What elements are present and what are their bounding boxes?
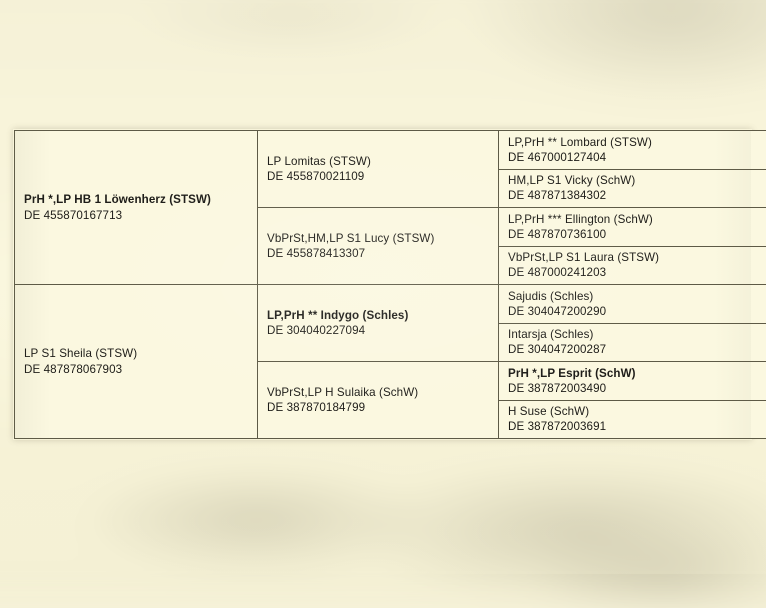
pedigree-name: LP S1 Sheila (STSW) — [24, 346, 257, 361]
pedigree-id: DE 387872003490 — [508, 381, 766, 396]
pedigree-cell-gen3-6: PrH *,LP Esprit (SchW) DE 387872003490 — [499, 362, 766, 401]
pedigree-name: VbPrSt,LP H Sulaika (SchW) — [267, 385, 498, 400]
pedigree-id: DE 304047200290 — [508, 304, 766, 319]
pedigree-name: HM,LP S1 Vicky (SchW) — [508, 173, 766, 188]
pedigree-name: LP,PrH ** Indygo (Schles) — [267, 308, 498, 323]
pedigree-id: DE 487871384302 — [508, 188, 766, 203]
pedigree-id: DE 487000241203 — [508, 265, 766, 280]
pedigree-cell-gen2-1: VbPrSt,HM,LP S1 Lucy (STSW) DE 455878413… — [258, 208, 499, 285]
pedigree-id: DE 387872003691 — [508, 419, 766, 434]
pedigree-cell-gen2-2: LP,PrH ** Indygo (Schles) DE 30404022709… — [258, 285, 499, 362]
pedigree-cell-gen2-0: LP Lomitas (STSW) DE 455870021109 — [258, 131, 499, 208]
pedigree-name: Intarsja (Schles) — [508, 327, 766, 342]
pedigree-id: DE 467000127404 — [508, 150, 766, 165]
table-row: PrH *,LP HB 1 Löwenherz (STSW) DE 455870… — [15, 131, 766, 170]
pedigree-cell-gen3-2: LP,PrH *** Ellington (SchW) DE 487870736… — [499, 208, 766, 247]
pedigree-cell-gen3-0: LP,PrH ** Lombard (STSW) DE 467000127404 — [499, 131, 766, 170]
pedigree-name: PrH *,LP Esprit (SchW) — [508, 366, 766, 381]
pedigree-cell-gen3-7: H Suse (SchW) DE 387872003691 — [499, 400, 766, 439]
pedigree-name: VbPrSt,LP S1 Laura (STSW) — [508, 250, 766, 265]
pedigree-cell-gen3-1: HM,LP S1 Vicky (SchW) DE 487871384302 — [499, 169, 766, 208]
pedigree-cell-gen1-0: PrH *,LP HB 1 Löwenherz (STSW) DE 455870… — [15, 131, 258, 285]
pedigree-id: DE 455870021109 — [267, 169, 498, 184]
pedigree-name: PrH *,LP HB 1 Löwenherz (STSW) — [24, 192, 257, 207]
pedigree-cell-gen3-5: Intarsja (Schles) DE 304047200287 — [499, 323, 766, 362]
table-row: LP S1 Sheila (STSW) DE 487878067903 LP,P… — [15, 285, 766, 324]
pedigree-table: PrH *,LP HB 1 Löwenherz (STSW) DE 455870… — [14, 130, 766, 439]
pedigree-name: H Suse (SchW) — [508, 404, 766, 419]
pedigree-id: DE 455870167713 — [24, 208, 257, 223]
pedigree-id: DE 387870184799 — [267, 400, 498, 415]
pedigree-id: DE 455878413307 — [267, 246, 498, 261]
pedigree-name: Sajudis (Schles) — [508, 289, 766, 304]
pedigree-id: DE 487878067903 — [24, 362, 257, 377]
pedigree-cell-gen3-4: Sajudis (Schles) DE 304047200290 — [499, 285, 766, 324]
pedigree-table-container: PrH *,LP HB 1 Löwenherz (STSW) DE 455870… — [14, 130, 751, 439]
pedigree-name: LP,PrH *** Ellington (SchW) — [508, 212, 766, 227]
pedigree-name: LP Lomitas (STSW) — [267, 154, 498, 169]
pedigree-name: LP,PrH ** Lombard (STSW) — [508, 135, 766, 150]
pedigree-id: DE 304047200287 — [508, 342, 766, 357]
pedigree-name: VbPrSt,HM,LP S1 Lucy (STSW) — [267, 231, 498, 246]
pedigree-cell-gen1-1: LP S1 Sheila (STSW) DE 487878067903 — [15, 285, 258, 439]
pedigree-id: DE 487870736100 — [508, 227, 766, 242]
pedigree-cell-gen2-3: VbPrSt,LP H Sulaika (SchW) DE 3878701847… — [258, 362, 499, 439]
pedigree-id: DE 304040227094 — [267, 323, 498, 338]
pedigree-cell-gen3-3: VbPrSt,LP S1 Laura (STSW) DE 48700024120… — [499, 246, 766, 285]
